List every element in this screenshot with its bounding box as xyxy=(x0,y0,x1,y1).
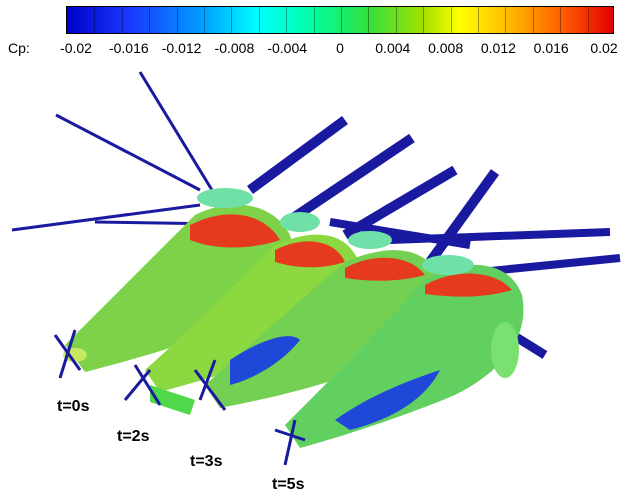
colorbar-band-separator xyxy=(395,7,397,33)
colorbar-tick-label: 0 xyxy=(336,40,344,56)
time-label-t5: t=5s xyxy=(272,476,305,493)
fuselage-t5 xyxy=(285,255,524,448)
colorbar-tick-label: -0.012 xyxy=(161,40,202,56)
colorbar-tick-label: 0.012 xyxy=(480,40,516,56)
colorbar-band-separator xyxy=(121,7,123,33)
colorbar-band-separator xyxy=(505,7,507,33)
colorbar-tick-label: 0.02 xyxy=(590,40,618,56)
colorbar-band-separator xyxy=(176,7,178,33)
colorbar-band-separator xyxy=(450,7,452,33)
fuselage-t3 xyxy=(205,231,441,408)
colorbar-band-separator xyxy=(94,7,96,33)
colorbar-band-separator xyxy=(286,7,288,33)
helicopter-scene xyxy=(11,71,621,466)
colorbar-band-separator xyxy=(587,7,589,33)
colorbar-band-separator xyxy=(341,7,342,33)
colorbar-band-separator xyxy=(67,7,68,33)
colorbar-band-separator xyxy=(149,7,151,33)
colorbar-band-separator xyxy=(258,7,260,33)
colorbar-band-separator xyxy=(368,7,370,33)
time-label-t3: t=3s xyxy=(190,453,223,470)
colorbar-band-separator xyxy=(560,7,562,33)
colorbar-band-separator xyxy=(478,7,479,33)
colorbar-tick-label: -0.004 xyxy=(267,40,308,56)
colorbar-tick-label: -0.016 xyxy=(108,40,149,56)
colorbar-band-separator xyxy=(423,7,425,33)
colorbar-band-separator xyxy=(231,7,233,33)
colorbar-tick-label: 0.016 xyxy=(533,40,569,56)
colorbar-tick-label: 0.004 xyxy=(375,40,411,56)
colorbar-variable-label: Cp: xyxy=(8,40,30,56)
time-label-t0: t=0s xyxy=(57,398,90,415)
colorbar-tick-label: -0.008 xyxy=(214,40,255,56)
colorbar-band-separator xyxy=(532,7,534,33)
time-label-t2: t=2s xyxy=(117,428,150,445)
tail-rotors xyxy=(53,329,306,466)
cp-colorbar xyxy=(66,6,614,34)
fuselage-t2 xyxy=(145,212,361,415)
colorbar-tick-label: -0.02 xyxy=(60,40,92,56)
colorbar-band-separator xyxy=(204,7,205,33)
colorbar-tick-label: 0.008 xyxy=(428,40,464,56)
colorbar-band-separator xyxy=(313,7,315,33)
